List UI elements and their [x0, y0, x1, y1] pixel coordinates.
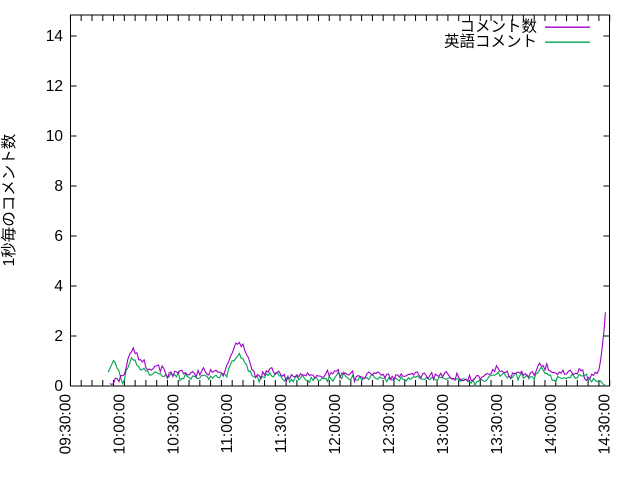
- svg-text:13:30:00: 13:30:00: [489, 394, 506, 455]
- svg-text:12:00:00: 12:00:00: [327, 394, 344, 455]
- svg-text:1秒毎のコメント数: 1秒毎のコメント数: [0, 133, 18, 266]
- svg-text:2: 2: [54, 328, 63, 345]
- svg-text:13:00:00: 13:00:00: [435, 394, 452, 455]
- svg-text:11:30:00: 11:30:00: [273, 394, 290, 454]
- svg-text:12: 12: [46, 78, 63, 95]
- svg-text:4: 4: [54, 278, 63, 295]
- svg-text:09:30:00: 09:30:00: [57, 394, 74, 455]
- svg-text:8: 8: [54, 178, 63, 195]
- svg-text:10:30:00: 10:30:00: [165, 394, 182, 455]
- svg-text:14:00:00: 14:00:00: [543, 394, 560, 455]
- svg-text:14:30:00: 14:30:00: [597, 394, 614, 455]
- svg-text:英語コメント: 英語コメント: [444, 33, 537, 51]
- svg-text:12:30:00: 12:30:00: [381, 394, 398, 455]
- svg-text:10: 10: [46, 128, 64, 145]
- svg-text:11:00:00: 11:00:00: [219, 394, 236, 454]
- svg-text:6: 6: [54, 228, 63, 245]
- svg-text:10:00:00: 10:00:00: [111, 394, 128, 455]
- svg-text:14: 14: [46, 28, 64, 45]
- svg-text:0: 0: [54, 378, 63, 395]
